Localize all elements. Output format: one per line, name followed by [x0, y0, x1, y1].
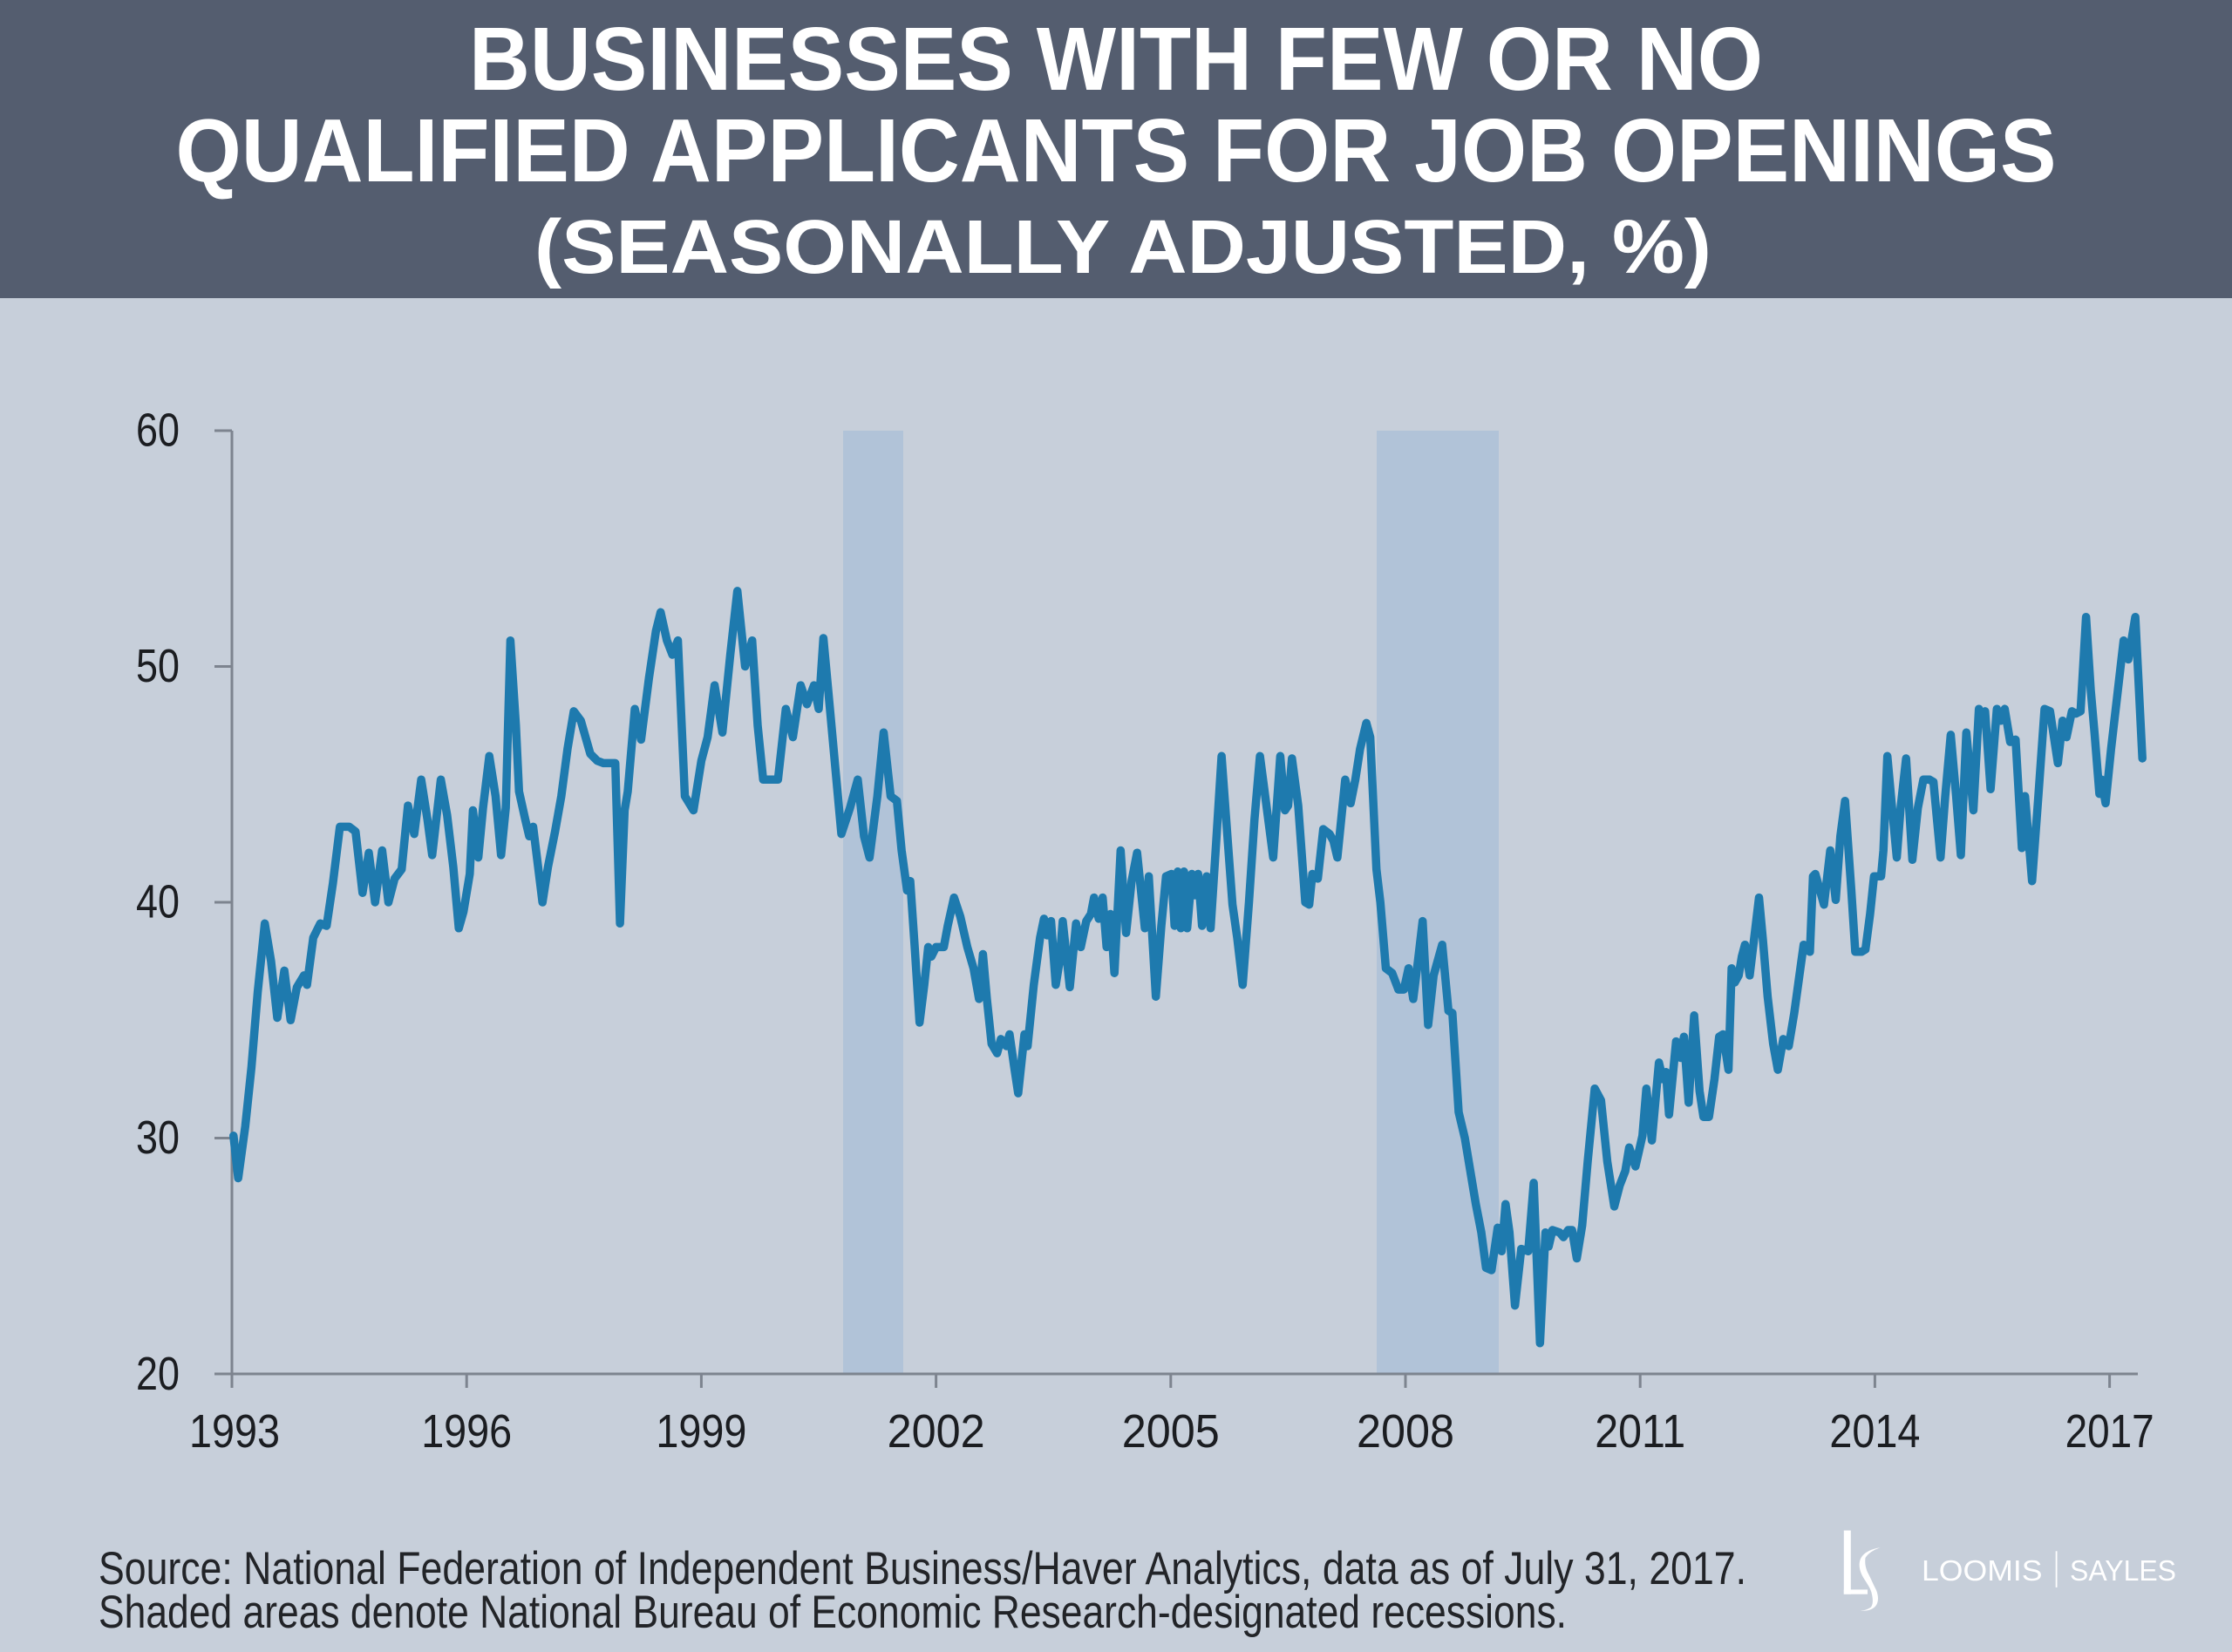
svg-text:1999: 1999 — [656, 1405, 746, 1458]
svg-text:BUSINESSES WITH FEW OR NO: BUSINESSES WITH FEW OR NO — [469, 9, 1763, 109]
svg-text:SAYLES: SAYLES — [2070, 1554, 2176, 1587]
svg-text:30: 30 — [136, 1112, 180, 1164]
svg-text:Shaded areas denote National B: Shaded areas denote National Bureau of E… — [99, 1587, 1567, 1638]
svg-text:1996: 1996 — [421, 1405, 512, 1458]
svg-text:QUALIFIED APPLICANTS FOR JOB O: QUALIFIED APPLICANTS FOR JOB OPENINGS — [176, 100, 2057, 201]
svg-text:40: 40 — [136, 876, 180, 928]
svg-text:2014: 2014 — [1829, 1405, 1920, 1458]
svg-text:2002: 2002 — [888, 1405, 985, 1458]
svg-text:20: 20 — [136, 1348, 180, 1400]
svg-text:Source: National Federation of: Source: National Federation of Independe… — [99, 1543, 1746, 1594]
svg-text:2011: 2011 — [1595, 1405, 1685, 1458]
svg-text:1993: 1993 — [189, 1405, 280, 1458]
svg-text:2017: 2017 — [2065, 1405, 2154, 1458]
svg-text:2008: 2008 — [1357, 1405, 1454, 1458]
svg-text:2005: 2005 — [1122, 1405, 1220, 1458]
svg-text:(SEASONALLY ADJUSTED, %): (SEASONALLY ADJUSTED, %) — [534, 205, 1711, 289]
svg-text:LOOMIS: LOOMIS — [1922, 1554, 2043, 1587]
svg-text:60: 60 — [136, 405, 180, 457]
svg-text:50: 50 — [136, 640, 180, 692]
